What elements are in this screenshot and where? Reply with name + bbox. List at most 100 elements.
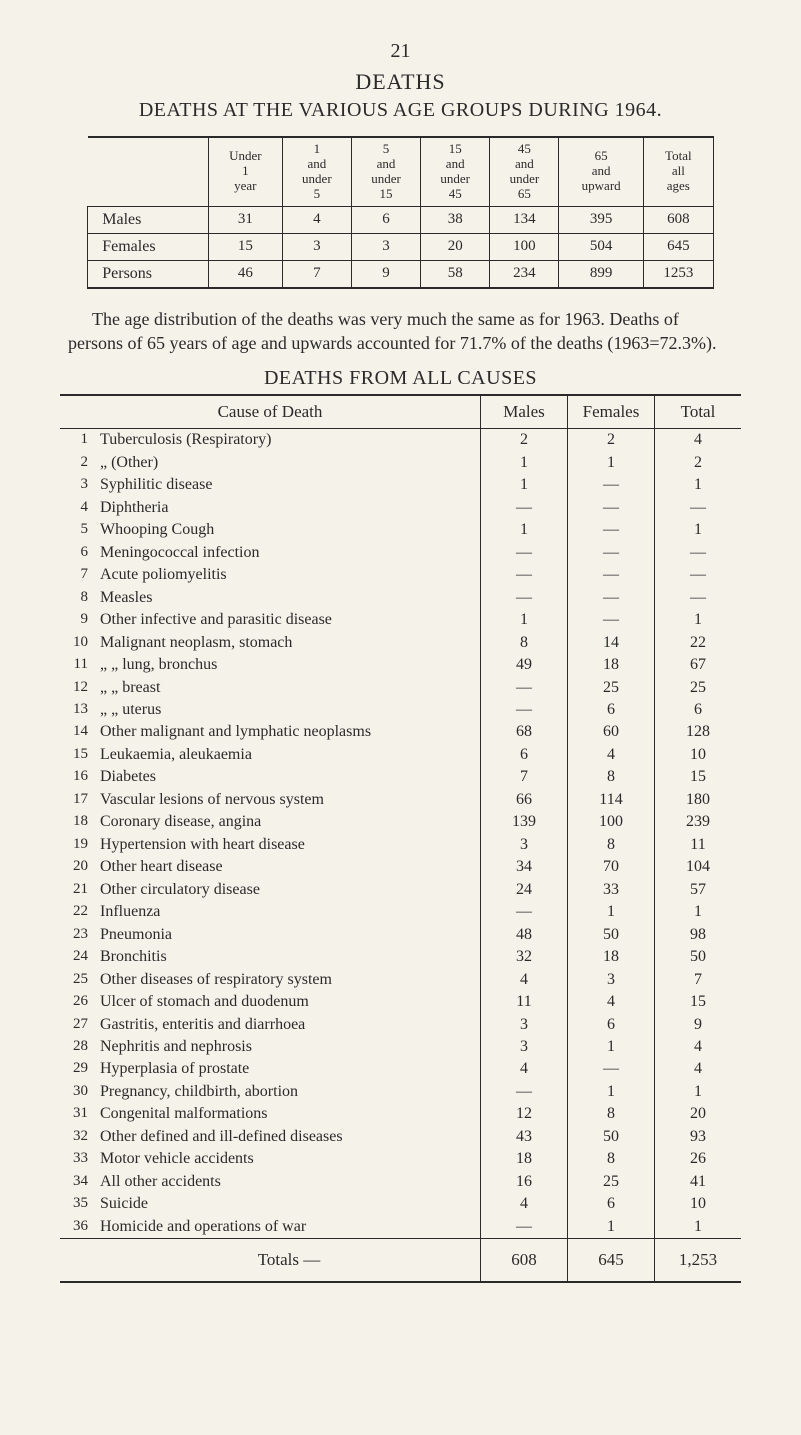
totals-label: Totals — bbox=[98, 1239, 481, 1282]
causes-row: 23Pneumonia485098 bbox=[60, 924, 741, 946]
cause-value-f: 18 bbox=[568, 946, 655, 968]
age-cell: 9 bbox=[351, 260, 420, 288]
age-cell: 15 bbox=[208, 233, 282, 260]
causes-row: 6Meningococcal infection——— bbox=[60, 542, 741, 564]
cause-label: Ulcer of stomach and duodenum bbox=[98, 991, 481, 1013]
cause-label: Meningococcal infection bbox=[98, 542, 481, 564]
cause-value-f: — bbox=[568, 474, 655, 496]
title-causes: DEATHS FROM ALL CAUSES bbox=[60, 367, 741, 390]
cause-value-m: 11 bbox=[481, 991, 568, 1013]
cause-row-number: 9 bbox=[60, 609, 98, 631]
cause-row-number: 11 bbox=[60, 654, 98, 676]
causes-row: 10Malignant neoplasm, stomach81422 bbox=[60, 632, 741, 654]
cause-label: Diphtheria bbox=[98, 497, 481, 519]
cause-value-f: 60 bbox=[568, 721, 655, 743]
cause-value-t: 180 bbox=[655, 789, 742, 811]
cause-value-t: 22 bbox=[655, 632, 742, 654]
age-cell: 20 bbox=[421, 233, 490, 260]
cause-value-m: 34 bbox=[481, 856, 568, 878]
cause-row-number: 34 bbox=[60, 1171, 98, 1193]
cause-label: Bronchitis bbox=[98, 946, 481, 968]
cause-value-f: 50 bbox=[568, 1126, 655, 1148]
cause-label: Other infective and parasitic disease bbox=[98, 609, 481, 631]
causes-row: 35Suicide4610 bbox=[60, 1193, 741, 1215]
cause-label: Acute poliomyelitis bbox=[98, 564, 481, 586]
cause-row-number: 1 bbox=[60, 429, 98, 452]
cause-value-t: 15 bbox=[655, 991, 742, 1013]
cause-value-t: — bbox=[655, 497, 742, 519]
causes-row: 25Other diseases of respiratory system43… bbox=[60, 969, 741, 991]
cause-row-number: 32 bbox=[60, 1126, 98, 1148]
causes-row: 27Gastritis, enteritis and diarrhoea369 bbox=[60, 1014, 741, 1036]
cause-value-m: — bbox=[481, 901, 568, 923]
age-table-header: Under1year bbox=[208, 137, 282, 206]
causes-row: 12„ „ breast—2525 bbox=[60, 677, 741, 699]
totals-value-m: 608 bbox=[481, 1239, 568, 1282]
cause-row-number: 35 bbox=[60, 1193, 98, 1215]
cause-value-m: 8 bbox=[481, 632, 568, 654]
causes-row: 28Nephritis and nephrosis314 bbox=[60, 1036, 741, 1058]
cause-value-f: — bbox=[568, 542, 655, 564]
cause-value-f: 100 bbox=[568, 811, 655, 833]
cause-value-t: 1 bbox=[655, 519, 742, 541]
age-table-row: Females153320100504645 bbox=[88, 233, 714, 260]
cause-value-t: 4 bbox=[655, 1036, 742, 1058]
age-table-header: 15andunder45 bbox=[421, 137, 490, 206]
causes-row: 26Ulcer of stomach and duodenum11415 bbox=[60, 991, 741, 1013]
age-cell: 58 bbox=[421, 260, 490, 288]
cause-label: Gastritis, enteritis and diarrhoea bbox=[98, 1014, 481, 1036]
age-table-header: 65andupward bbox=[559, 137, 643, 206]
causes-row: 2„ (Other)112 bbox=[60, 452, 741, 474]
age-cell: 3 bbox=[351, 233, 420, 260]
cause-label: Suicide bbox=[98, 1193, 481, 1215]
age-table-row: Persons4679582348991253 bbox=[88, 260, 714, 288]
cause-label: Hypertension with heart disease bbox=[98, 834, 481, 856]
cause-label: Other diseases of respiratory system bbox=[98, 969, 481, 991]
cause-row-number: 31 bbox=[60, 1103, 98, 1125]
cause-value-t: 41 bbox=[655, 1171, 742, 1193]
cause-row-number: 21 bbox=[60, 879, 98, 901]
causes-row: 22Influenza—11 bbox=[60, 901, 741, 923]
cause-value-m: 43 bbox=[481, 1126, 568, 1148]
age-cell: 608 bbox=[643, 206, 713, 233]
cause-value-m: 4 bbox=[481, 969, 568, 991]
causes-row: 5Whooping Cough1—1 bbox=[60, 519, 741, 541]
cause-value-f: 8 bbox=[568, 1103, 655, 1125]
cause-value-t: — bbox=[655, 542, 742, 564]
causes-header-females: Females bbox=[568, 395, 655, 429]
cause-label: Diabetes bbox=[98, 766, 481, 788]
age-cell: 1253 bbox=[643, 260, 713, 288]
cause-value-m: — bbox=[481, 1216, 568, 1239]
cause-value-t: 11 bbox=[655, 834, 742, 856]
causes-row: 1Tuberculosis (Respiratory)224 bbox=[60, 429, 741, 452]
title-main: DEATHS bbox=[60, 69, 741, 95]
causes-row: 30Pregnancy, childbirth, abortion—11 bbox=[60, 1081, 741, 1103]
cause-value-f: 25 bbox=[568, 677, 655, 699]
cause-value-t: 2 bbox=[655, 452, 742, 474]
cause-value-m: 48 bbox=[481, 924, 568, 946]
cause-label: Pneumonia bbox=[98, 924, 481, 946]
cause-value-t: 98 bbox=[655, 924, 742, 946]
cause-value-f: 1 bbox=[568, 1216, 655, 1239]
cause-value-f: 1 bbox=[568, 1081, 655, 1103]
cause-row-number: 10 bbox=[60, 632, 98, 654]
cause-value-f: 50 bbox=[568, 924, 655, 946]
cause-label: Syphilitic disease bbox=[98, 474, 481, 496]
cause-value-t: 4 bbox=[655, 429, 742, 452]
cause-value-f: — bbox=[568, 609, 655, 631]
cause-row-number: 14 bbox=[60, 721, 98, 743]
cause-value-f: 3 bbox=[568, 969, 655, 991]
cause-label: Motor vehicle accidents bbox=[98, 1148, 481, 1170]
cause-label: Other circulatory disease bbox=[98, 879, 481, 901]
cause-value-t: 1 bbox=[655, 474, 742, 496]
cause-value-m: 6 bbox=[481, 744, 568, 766]
age-table-header: Totalallages bbox=[643, 137, 713, 206]
cause-value-t: 104 bbox=[655, 856, 742, 878]
age-cell: 46 bbox=[208, 260, 282, 288]
title-sub: DEATHS AT THE VARIOUS AGE GROUPS DURING … bbox=[60, 99, 741, 122]
cause-label: All other accidents bbox=[98, 1171, 481, 1193]
cause-value-m: 3 bbox=[481, 834, 568, 856]
cause-value-m: — bbox=[481, 699, 568, 721]
cause-value-f: 70 bbox=[568, 856, 655, 878]
cause-row-number: 28 bbox=[60, 1036, 98, 1058]
